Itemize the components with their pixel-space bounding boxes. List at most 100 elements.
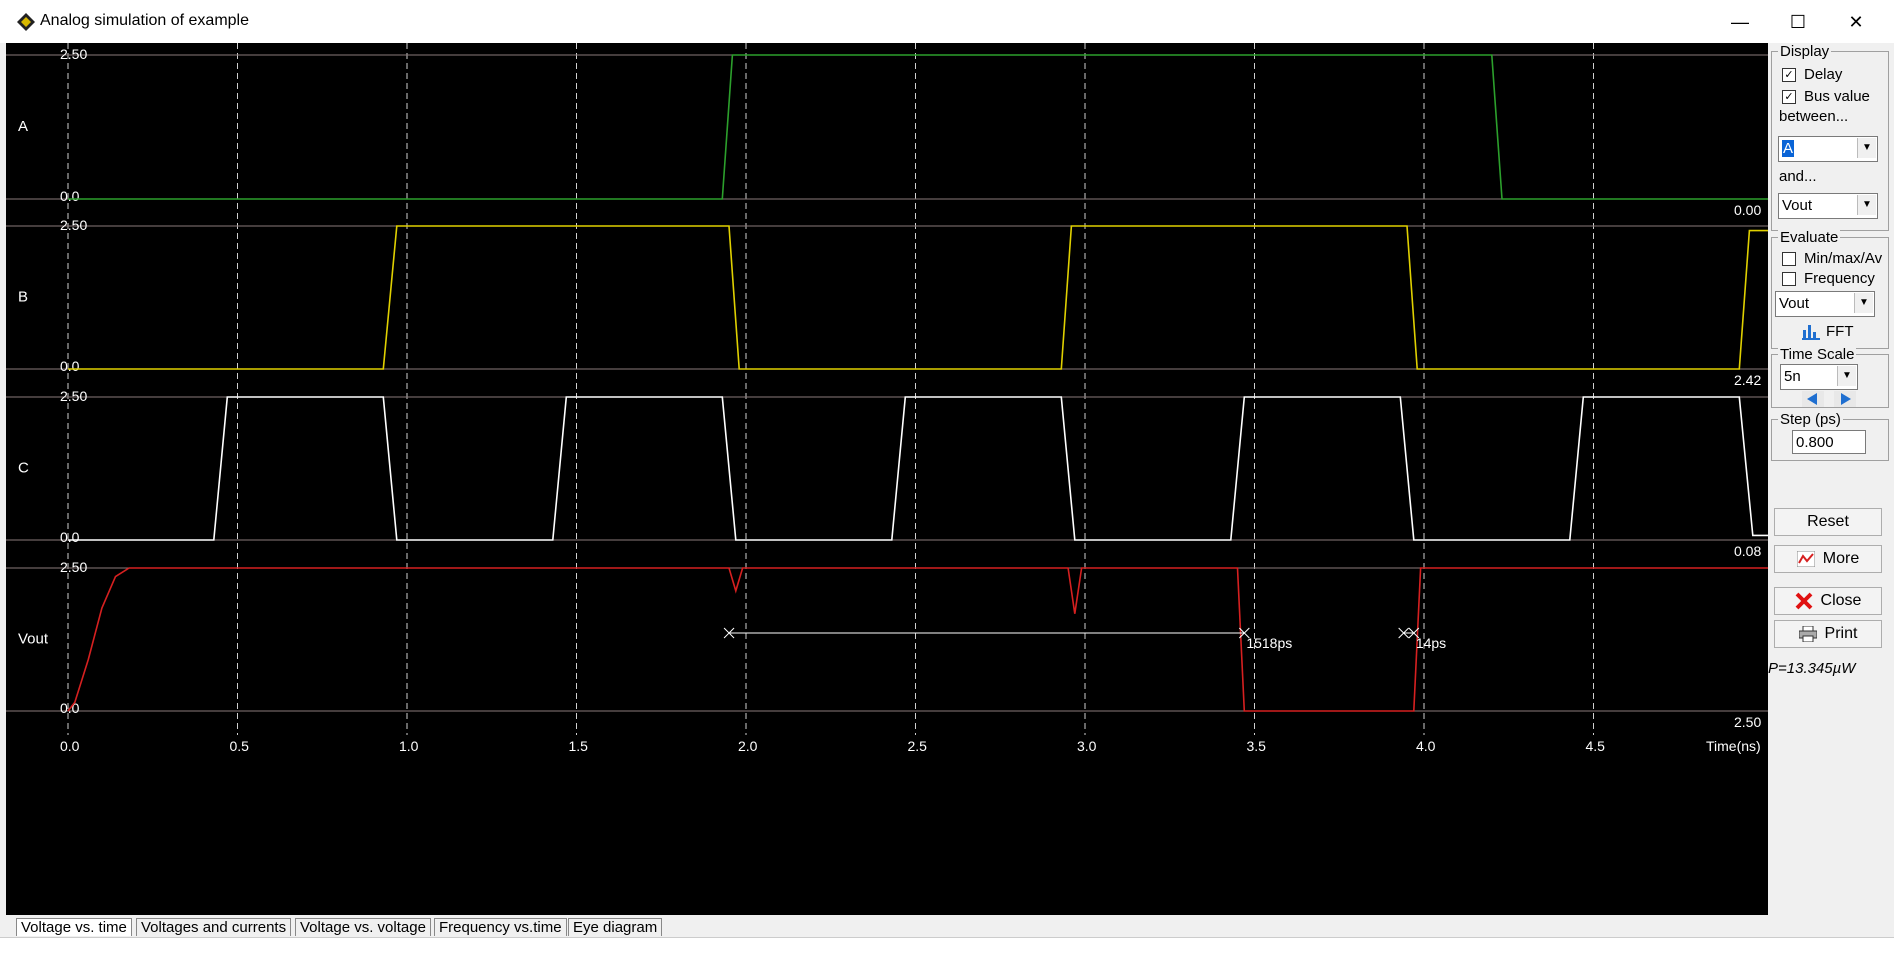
time-scale-group: Time Scale 5n ▼	[1771, 346, 1889, 408]
scroll-right-button[interactable]	[1834, 391, 1856, 407]
high-level-label: 2.50	[60, 559, 87, 575]
minmax-label: Min/max/Av	[1804, 250, 1883, 267]
measurement-tick	[1408, 627, 1420, 639]
app-icon	[17, 13, 35, 31]
display-legend: Display	[1778, 43, 1832, 60]
fft-button[interactable]: FFT	[1802, 322, 1854, 340]
bus-value-checkbox[interactable]: ✓ Bus value	[1782, 88, 1870, 105]
tab-voltages-and-currents[interactable]: Voltages and currents	[136, 918, 292, 936]
close-icon	[1795, 592, 1812, 610]
time-scale-legend: Time Scale	[1778, 346, 1857, 363]
minmax-box	[1782, 251, 1796, 266]
fft-icon	[1802, 325, 1820, 340]
close-label: Close	[1820, 592, 1862, 609]
tab-frequency-vs-time[interactable]: Frequency vs.time	[434, 918, 567, 936]
printer-icon	[1798, 626, 1817, 642]
evaluate-signal-value: Vout	[1779, 295, 1810, 312]
measurement-tick	[723, 627, 735, 639]
to-signal-value: Vout	[1782, 197, 1813, 214]
view-tabs: Voltage vs. time Voltages and currents V…	[0, 915, 1894, 937]
window-title: Analog simulation of example	[40, 12, 250, 29]
close-button[interactable]: Close	[1774, 587, 1882, 615]
signal-right-value: 2.42	[1734, 372, 1761, 388]
waveform-c	[68, 396, 1768, 541]
from-signal-select[interactable]: A ▼	[1778, 136, 1878, 162]
chevron-down-icon: ▼	[1857, 138, 1876, 158]
time-tick-label: 1.5	[569, 738, 589, 754]
delay-check-icon: ✓	[1782, 67, 1796, 82]
print-label: Print	[1824, 625, 1858, 642]
low-level-label: 0.0	[60, 188, 80, 204]
frequency-box	[1782, 271, 1796, 286]
power-readout: P=13.345µW	[1768, 660, 1856, 677]
time-tick-label: 2.0	[738, 738, 758, 754]
more-label: More	[1822, 550, 1860, 567]
chevron-down-icon: ▼	[1837, 366, 1856, 386]
step-legend: Step (ps)	[1778, 411, 1843, 428]
step-input[interactable]: 0.800	[1792, 430, 1866, 454]
high-level-label: 2.50	[60, 46, 87, 62]
time-tick-label: 1.0	[399, 738, 419, 754]
frequency-label: Frequency	[1804, 270, 1875, 287]
delay-checkbox[interactable]: ✓ Delay	[1782, 66, 1842, 83]
print-button[interactable]: Print	[1774, 620, 1882, 648]
delay-label: Delay	[1804, 66, 1843, 83]
more-button[interactable]: More	[1774, 545, 1882, 573]
time-scale-value: 5n	[1784, 368, 1801, 385]
low-level-label: 0.0	[60, 529, 80, 545]
chevron-down-icon: ▼	[1857, 195, 1876, 215]
between-label: between...	[1779, 108, 1849, 125]
to-signal-select[interactable]: Vout ▼	[1778, 193, 1878, 219]
waveform-plot[interactable]: 0.0 0.5 1.0 1.5 2.0 2.5 3.0 3.5 4.0 4.5 Time(ns) 2.…	[6, 43, 1768, 915]
time-scale-select[interactable]: 5n ▼	[1780, 364, 1858, 390]
waveform-a	[68, 54, 1768, 200]
evaluate-group: Evaluate Min/max/Av Frequency Vout ▼ FFT	[1771, 229, 1889, 349]
waveform-vout	[67, 567, 1768, 712]
step-value: 0.800	[1796, 434, 1834, 451]
reset-button[interactable]: Reset	[1774, 508, 1882, 536]
bus-value-label: Bus value	[1804, 88, 1870, 105]
tab-voltage-vs-time[interactable]: Voltage vs. time	[16, 918, 132, 936]
and-label: and...	[1779, 168, 1817, 185]
low-level-label: 0.0	[60, 358, 80, 374]
minimize-button[interactable]: —	[1731, 11, 1749, 32]
measurement-tick	[1398, 627, 1410, 639]
signal-right-value: 2.50	[1734, 714, 1761, 730]
time-tick-label: 4.5	[1586, 738, 1606, 754]
chevron-down-icon: ▼	[1854, 293, 1873, 313]
minmax-checkbox[interactable]: Min/max/Av	[1782, 250, 1882, 267]
measurement-tick	[1238, 627, 1250, 639]
time-tick-label: 0.0	[60, 738, 80, 754]
time-tick-label: 3.5	[1247, 738, 1267, 754]
signal-name: C	[18, 460, 29, 477]
measurement-label: 14ps	[1416, 635, 1446, 651]
high-level-label: 2.50	[60, 217, 87, 233]
evaluate-signal-select[interactable]: Vout ▼	[1775, 291, 1875, 317]
bus-check-icon: ✓	[1782, 89, 1796, 104]
close-window-button[interactable]: ✕	[1848, 11, 1864, 32]
fft-label: FFT	[1826, 322, 1854, 340]
scroll-left-button[interactable]	[1802, 391, 1824, 407]
control-panel: Display ✓ Delay ✓ Bus value between... A…	[1768, 43, 1894, 915]
measurement-label: 1518ps	[1246, 635, 1292, 651]
signal-name: Vout	[18, 631, 49, 648]
evaluate-legend: Evaluate	[1778, 229, 1841, 246]
display-group: Display ✓ Delay ✓ Bus value between... A…	[1771, 43, 1889, 231]
tab-voltage-vs-voltage[interactable]: Voltage vs. voltage	[295, 918, 431, 936]
waveform-chart: 0.0 0.5 1.0 1.5 2.0 2.5 3.0 3.5 4.0 4.5 Time(ns) 2.…	[6, 43, 1768, 754]
time-tick-label: 2.5	[908, 738, 928, 754]
maximize-button[interactable]: ☐	[1789, 11, 1807, 32]
waveform-b	[68, 225, 1768, 370]
time-tick-label: 4.0	[1416, 738, 1436, 754]
tab-eye-diagram[interactable]: Eye diagram	[568, 918, 663, 936]
signal-name: A	[18, 118, 28, 135]
time-tick-label: 0.5	[230, 738, 250, 754]
bottom-strip	[0, 937, 1894, 965]
time-axis-label: Time(ns)	[1706, 738, 1761, 754]
from-signal-value: A	[1782, 140, 1795, 157]
frequency-checkbox[interactable]: Frequency	[1782, 270, 1875, 287]
time-tick-label: 3.0	[1077, 738, 1097, 754]
high-level-label: 2.50	[60, 388, 87, 404]
signal-right-value: 0.08	[1734, 543, 1761, 559]
title-bar: Analog simulation of example — ☐ ✕	[0, 0, 1894, 43]
